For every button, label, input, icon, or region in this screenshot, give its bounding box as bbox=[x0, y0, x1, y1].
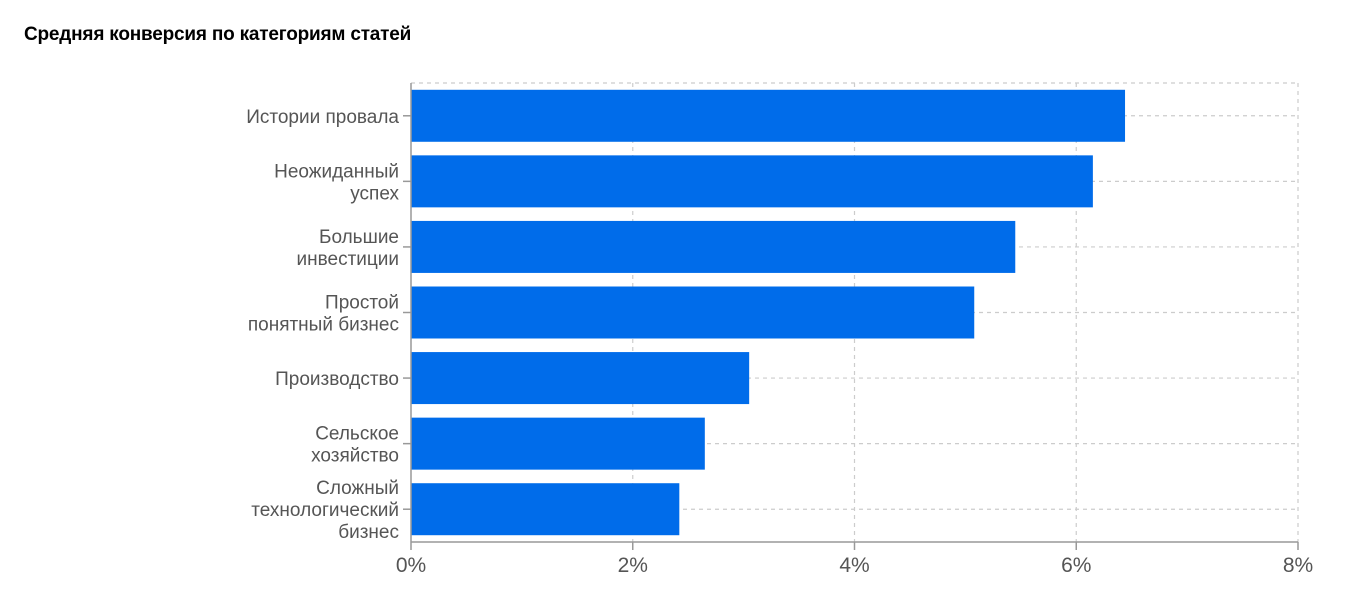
bar bbox=[411, 89, 1126, 142]
category-label-line: успех bbox=[350, 183, 399, 204]
x-tick-label: 0% bbox=[396, 554, 426, 577]
bar bbox=[411, 417, 705, 470]
category-label: Сельское хозяйство bbox=[311, 424, 399, 467]
category-label-line: инвестиции bbox=[297, 249, 399, 270]
bar bbox=[411, 483, 680, 536]
category-label-line: Неожиданный bbox=[274, 161, 399, 182]
category-label-line: Производство bbox=[275, 369, 399, 390]
category-label-line: Сложный bbox=[316, 478, 399, 499]
category-label: Истории провала bbox=[246, 107, 399, 128]
category-label-line: бизнес bbox=[338, 522, 399, 543]
labels-layer: Истории провала Неожиданный успех Большие ин… bbox=[246, 107, 1313, 577]
x-tick-label: 4% bbox=[839, 554, 869, 577]
category-label-line: Истории провала bbox=[246, 107, 399, 128]
category-label-line: Большие bbox=[319, 227, 399, 248]
category-label-line: технологический bbox=[251, 500, 399, 521]
bar bbox=[411, 155, 1093, 208]
category-label: Большие инвестиции bbox=[297, 227, 399, 270]
bars-layer bbox=[411, 89, 1126, 536]
category-label-line: понятный бизнес bbox=[248, 315, 399, 336]
category-label: Сложный технологический бизнес bbox=[251, 478, 399, 543]
category-label-line: Сельское bbox=[315, 424, 399, 445]
bar bbox=[411, 286, 975, 339]
category-label: Производство bbox=[275, 369, 399, 390]
bar bbox=[411, 220, 1016, 273]
x-tick-label: 2% bbox=[618, 554, 648, 577]
x-tick-label: 8% bbox=[1283, 554, 1313, 577]
chart-title: Средняя конверсия по категориям статей bbox=[24, 24, 412, 45]
axis-layer bbox=[403, 83, 1299, 550]
category-label-line: хозяйство bbox=[311, 446, 399, 467]
x-tick-label: 6% bbox=[1061, 554, 1091, 577]
category-label: Простой понятный бизнес bbox=[248, 293, 399, 336]
bar bbox=[411, 352, 750, 405]
category-label: Неожиданный успех bbox=[274, 161, 399, 204]
category-label-line: Простой bbox=[325, 293, 399, 314]
